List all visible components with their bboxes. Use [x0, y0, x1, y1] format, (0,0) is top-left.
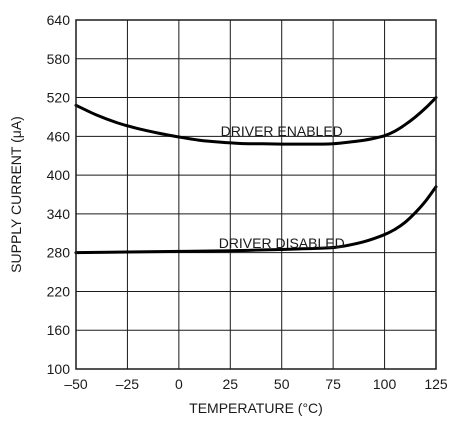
y-tick-label: 160: [47, 322, 71, 338]
y-tick-label: 520: [47, 90, 71, 106]
y-tick-label: 640: [47, 12, 71, 28]
y-tick-label: 460: [47, 128, 71, 144]
y-tick-label: 580: [47, 51, 71, 67]
series-labels: DRIVER ENABLED DRIVER DISABLED: [219, 123, 345, 251]
series-label-driver-disabled: DRIVER DISABLED: [219, 235, 345, 251]
y-axis-title: SUPPLY CURRENT (μA): [8, 116, 24, 273]
series-label-driver-enabled: DRIVER ENABLED: [221, 123, 343, 139]
x-tick-label: 125: [424, 376, 448, 392]
y-tick-label: 280: [47, 245, 71, 261]
y-tick-label: 340: [47, 206, 71, 222]
y-tick-label: 400: [47, 167, 71, 183]
driver-enabled-curve: [74, 96, 438, 146]
driver-disabled-curve: [74, 185, 438, 255]
y-tick-label: 220: [47, 283, 71, 299]
x-tick-label: 75: [325, 376, 341, 392]
x-tick-label: 100: [373, 376, 397, 392]
x-tick-label: 50: [274, 376, 290, 392]
x-tick-label: 25: [222, 376, 238, 392]
x-tick-label: 0: [175, 376, 183, 392]
grid: [75, 19, 437, 370]
x-tick-label: –50: [64, 376, 88, 392]
x-tick-label: –25: [116, 376, 140, 392]
y-tick-label: 100: [47, 361, 71, 377]
x-axis-title: TEMPERATURE (°C): [189, 400, 323, 416]
y-axis-ticks: 100 160 220 280 340 400 460 520 580 640: [47, 12, 71, 377]
x-axis-ticks: –50 –25 0 25 50 75 100 125: [64, 376, 448, 392]
plot-frame: [75, 19, 437, 370]
data-series: [74, 96, 438, 255]
